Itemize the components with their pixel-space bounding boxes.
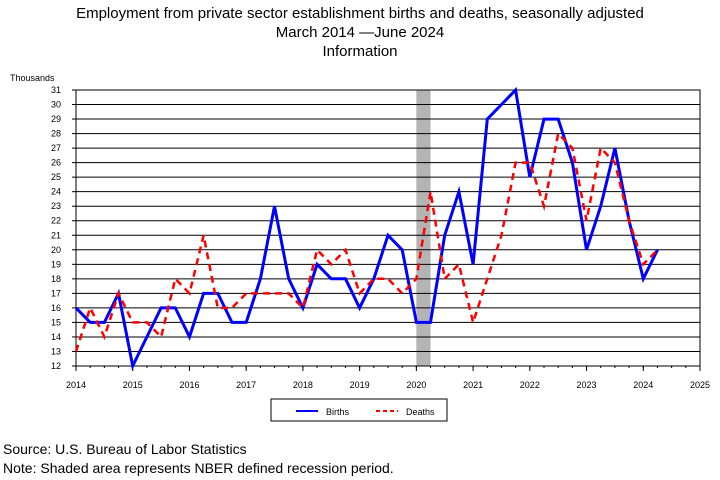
x-tick-label: 2016 [179, 380, 199, 390]
chart-title-line3: Information [322, 43, 398, 60]
x-tick-label: 2024 [633, 380, 653, 390]
y-tick-label: 16 [51, 303, 61, 313]
y-tick-label: 15 [51, 317, 61, 327]
source-note: Source: U.S. Bureau of Labor Statistics [3, 441, 247, 457]
y-tick-label: 12 [51, 361, 61, 371]
y-tick-label: 25 [51, 172, 61, 182]
x-tick-label: 2022 [520, 380, 540, 390]
x-tick-label: 2018 [293, 380, 313, 390]
series-line-births [74, 86, 659, 371]
y-tick-label: 28 [51, 129, 61, 139]
x-tick-label: 2021 [463, 380, 483, 390]
legend-label-deaths: Deaths [406, 407, 435, 417]
y-tick-label: 29 [51, 114, 61, 124]
y-tick-label: 13 [51, 346, 61, 356]
y-tick-label: 23 [51, 201, 61, 211]
axes: 1213141516171819202122232425262728293031… [51, 85, 710, 390]
y-tick-label: 26 [51, 158, 61, 168]
y-tick-label: 18 [51, 274, 61, 284]
series-line-deaths [74, 131, 659, 352]
x-tick-label: 2023 [577, 380, 597, 390]
legend-label-births: Births [326, 407, 350, 417]
x-tick-label: 2025 [690, 380, 710, 390]
y-tick-label: 22 [51, 216, 61, 226]
chart-title-line2: March 2014 —June 2024 [275, 24, 445, 41]
x-tick-label: 2015 [123, 380, 143, 390]
legend-box [270, 398, 448, 422]
legend: Births Deaths [270, 398, 448, 422]
y-tick-label: 14 [51, 332, 61, 342]
x-tick-label: 2017 [236, 380, 256, 390]
x-tick-label: 2020 [406, 380, 426, 390]
series-layer [74, 86, 659, 371]
y-tick-label: 19 [51, 259, 61, 269]
y-tick-label: 27 [51, 143, 61, 153]
y-tick-label: 20 [51, 245, 61, 255]
x-tick-label: 2019 [350, 380, 370, 390]
y-tick-label: 21 [51, 230, 61, 240]
y-tick-label: 31 [51, 85, 61, 95]
recession-note: Note: Shaded area represents NBER define… [3, 460, 394, 476]
y-axis-label: Thousands [10, 73, 55, 83]
gridlines [76, 89, 700, 367]
y-tick-label: 24 [51, 187, 61, 197]
plot-frame [75, 89, 701, 367]
x-tick-label: 2014 [66, 380, 86, 390]
y-tick-label: 30 [51, 100, 61, 110]
y-tick-label: 17 [51, 288, 61, 298]
chart-title-line1: Employment from private sector establish… [76, 5, 644, 22]
